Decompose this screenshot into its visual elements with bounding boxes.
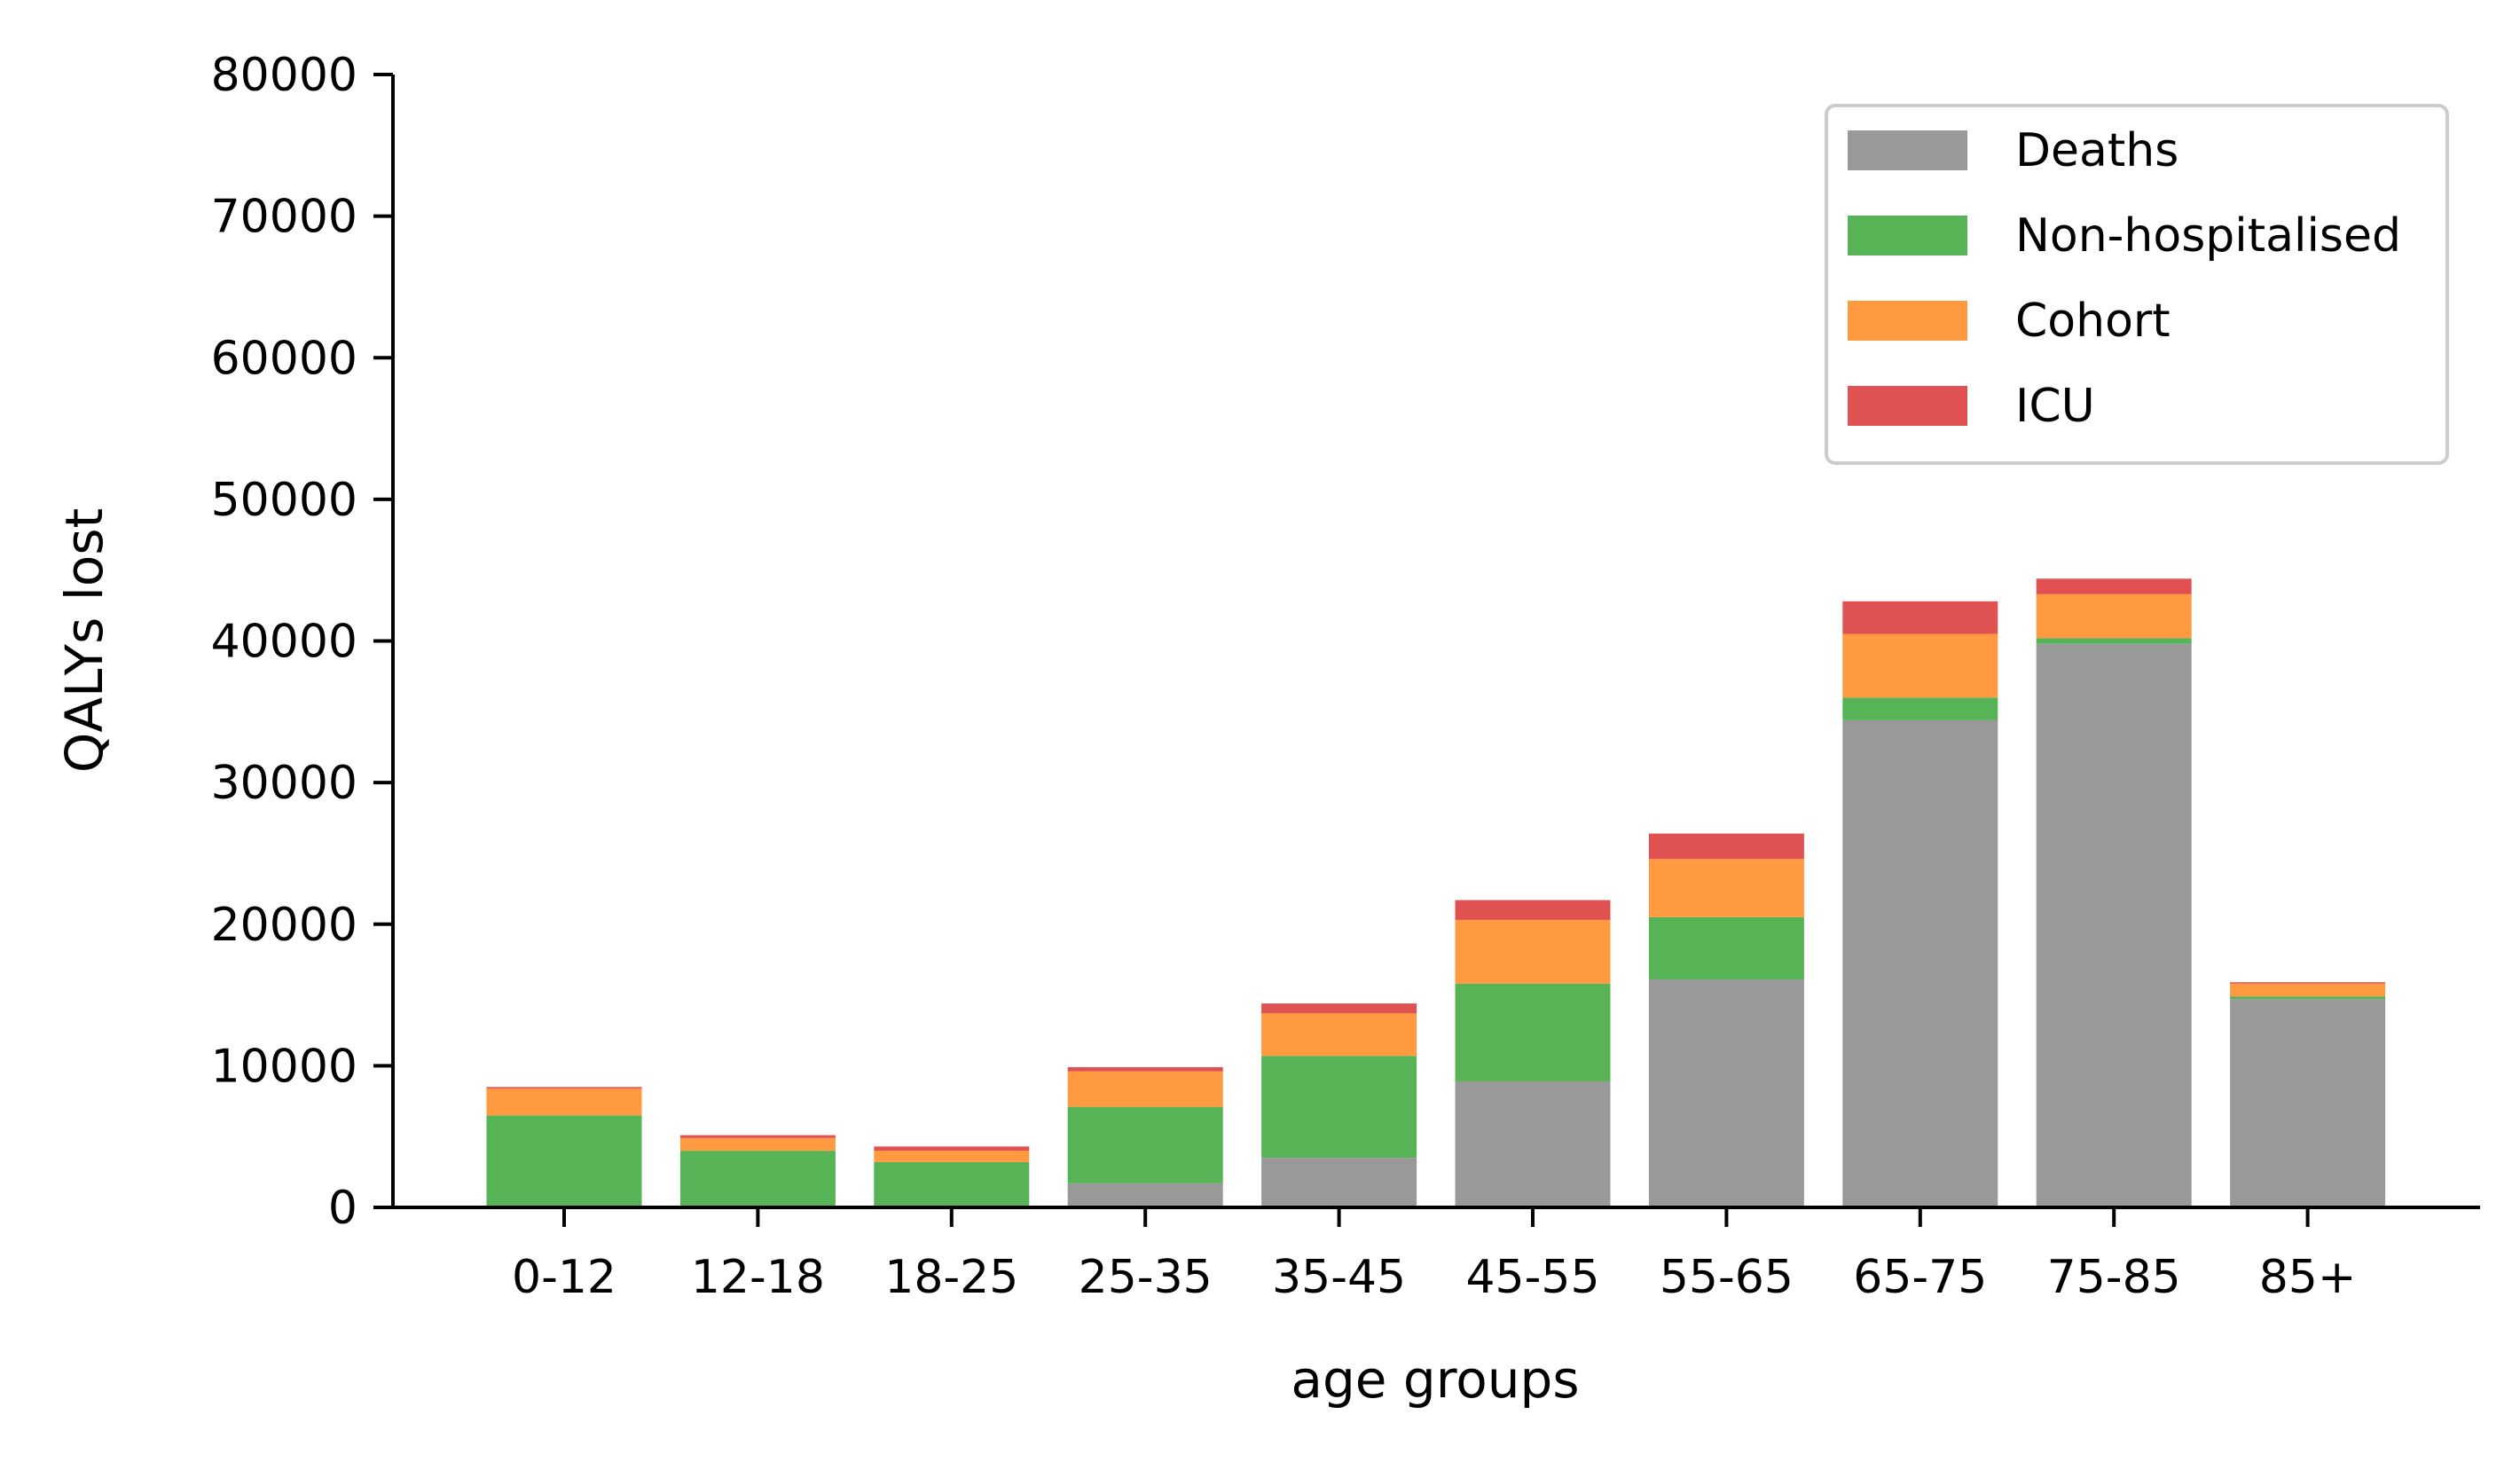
legend-swatch-non-hospitalised [1848, 216, 1967, 255]
y-tick-label: 30000 [211, 757, 357, 810]
bar-deaths-35-45 [1261, 1158, 1417, 1207]
bar-cohort-35-45 [1261, 1013, 1417, 1057]
bars-layer [486, 578, 2386, 1207]
x-tick-label: 18-25 [884, 1251, 1018, 1304]
bar-icu-65-75 [1842, 601, 1998, 634]
y-tick-label: 50000 [211, 474, 357, 527]
bar-deaths-25-35 [1067, 1183, 1223, 1207]
bar-cohort-12-18 [679, 1137, 836, 1152]
bar-non-hospitalised-85 [2230, 996, 2386, 1000]
x-ticks: 0-12 12-18 18-25 25-35 35-45 45-55 55-65 65-75 7… [512, 1207, 2356, 1304]
bar-icu-12-18 [679, 1135, 836, 1138]
bar-cohort-25-35 [1067, 1071, 1223, 1107]
x-tick-label: 85+ [2259, 1251, 2357, 1304]
legend: Deaths Non-hospitalised Cohort ICU [1825, 104, 2449, 465]
bar-cohort-85 [2230, 983, 2386, 997]
bar-non-hospitalised-25-35 [1067, 1106, 1223, 1183]
bar-icu-75-85 [2036, 578, 2192, 594]
legend-label-cohort: Cohort [2015, 295, 2171, 348]
bar-icu-55-65 [1648, 833, 1804, 860]
bar-deaths-55-65 [1648, 979, 1804, 1207]
bar-non-hospitalised-18-25 [874, 1161, 1030, 1207]
bar-cohort-45-55 [1455, 919, 1611, 984]
bar-deaths-65-75 [1842, 719, 1998, 1207]
bar-non-hospitalised-65-75 [1842, 697, 1998, 720]
bar-non-hospitalised-0-12 [486, 1115, 642, 1207]
x-tick-label: 75-85 [2047, 1251, 2181, 1304]
bar-cohort-18-25 [874, 1151, 1030, 1162]
legend-frame [1825, 104, 2449, 465]
bar-icu-18-25 [874, 1146, 1030, 1152]
bar-non-hospitalised-45-55 [1455, 983, 1611, 1081]
bar-icu-35-45 [1261, 1003, 1417, 1014]
legend-swatch-icu [1848, 386, 1967, 426]
bar-deaths-45-55 [1455, 1081, 1611, 1207]
y-tick-label: 60000 [211, 332, 357, 385]
bar-deaths-75-85 [2036, 643, 2192, 1207]
bar-non-hospitalised-55-65 [1648, 916, 1804, 980]
bar-icu-85 [2230, 982, 2386, 984]
bar-cohort-0-12 [486, 1088, 642, 1116]
bar-cohort-55-65 [1648, 859, 1804, 917]
y-tick-label: 40000 [211, 616, 357, 669]
bar-cohort-75-85 [2036, 593, 2192, 639]
legend-label-deaths: Deaths [2015, 124, 2179, 177]
x-tick-label: 65-75 [1853, 1251, 1987, 1304]
x-axis-title: age groups [1291, 1349, 1579, 1410]
bar-cohort-65-75 [1842, 633, 1998, 698]
bar-icu-0-12 [486, 1087, 642, 1089]
x-tick-label: 12-18 [691, 1251, 825, 1304]
x-tick-label: 35-45 [1272, 1251, 1406, 1304]
y-tick-label: 10000 [211, 1040, 357, 1093]
y-tick-label: 0 [328, 1182, 357, 1235]
x-tick-label: 0-12 [512, 1251, 616, 1304]
y-ticks: 0 10000 20000 30000 40000 50000 60000 70000 8000… [211, 49, 393, 1235]
legend-swatch-deaths [1848, 130, 1967, 170]
legend-swatch-cohort [1848, 301, 1967, 341]
legend-label-non-hospitalised: Non-hospitalised [2015, 209, 2401, 263]
x-tick-label: 55-65 [1660, 1251, 1794, 1304]
bar-deaths-85 [2230, 999, 2386, 1207]
y-tick-label: 80000 [211, 49, 357, 102]
x-tick-label: 25-35 [1079, 1251, 1213, 1304]
bar-non-hospitalised-75-85 [2036, 638, 2192, 644]
bar-icu-45-55 [1455, 900, 1611, 920]
bar-icu-25-35 [1067, 1066, 1223, 1072]
bar-non-hospitalised-12-18 [679, 1151, 836, 1207]
y-axis-title: QALYs lost [54, 508, 114, 774]
y-tick-label: 20000 [211, 899, 357, 952]
y-tick-label: 70000 [211, 191, 357, 244]
bar-non-hospitalised-35-45 [1261, 1056, 1417, 1159]
legend-label-icu: ICU [2015, 380, 2095, 433]
x-tick-label: 45-55 [1465, 1251, 1599, 1304]
